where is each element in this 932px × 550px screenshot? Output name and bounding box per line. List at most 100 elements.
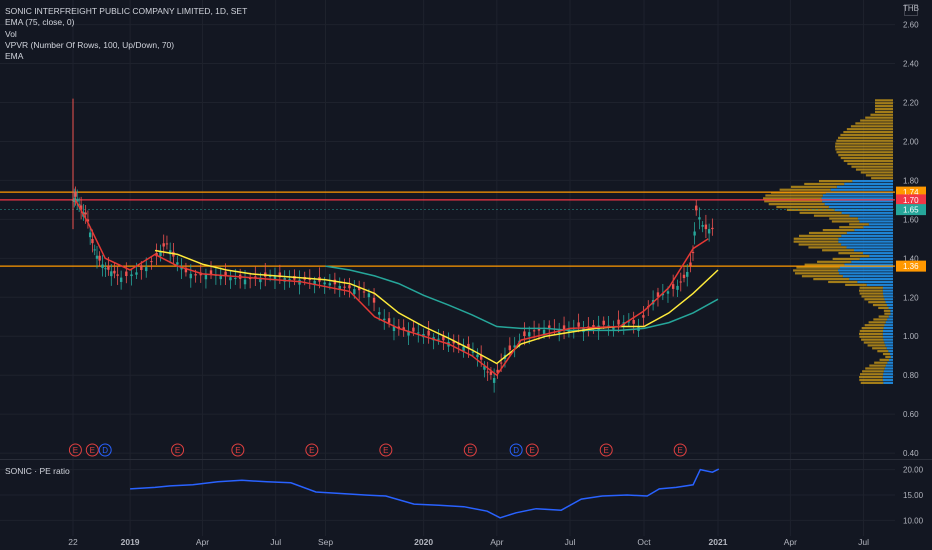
vp-bar-down <box>855 168 893 171</box>
time-axis[interactable]: 22 2019 Apr Jul Sep 2020 Apr Jul Oct 2021 Apr Jul <box>68 537 869 547</box>
candle-body <box>343 286 346 288</box>
vp-bar-up <box>885 321 893 324</box>
legend-ema[interactable]: EMA <box>5 51 24 62</box>
earnings-marker <box>463 443 477 457</box>
earnings-marker-label: E <box>175 446 180 455</box>
price-axis[interactable]: 0.40 0.60 0.80 1.00 1.20 1.40 1.60 1.80 2.00 2.20… <box>903 21 919 459</box>
candle-body <box>691 252 695 254</box>
y-tick-label: 1.00 <box>903 332 919 341</box>
candle-body <box>671 284 675 289</box>
earnings-marker <box>525 443 539 457</box>
legend-ema-75[interactable]: EMA (75, close, 0) <box>5 17 75 28</box>
candle-body <box>711 227 714 230</box>
vp-bar-up <box>887 318 893 321</box>
vp-bar-up <box>885 344 893 347</box>
vp-bar-up <box>882 332 893 335</box>
earnings-marker-label: E <box>73 446 78 455</box>
vp-bar-down <box>865 174 893 177</box>
vp-bar-down <box>867 344 886 347</box>
vp-bar-up <box>883 370 893 373</box>
vp-bar-down <box>849 254 870 258</box>
vp-bar-down <box>882 352 890 356</box>
candle-body <box>323 282 326 285</box>
y-tick-label: 1.20 <box>903 293 919 302</box>
candle-body <box>513 345 516 348</box>
vp-bar-down <box>869 364 886 367</box>
pe-ratio-title[interactable]: SONIC · PE ratio <box>5 466 70 476</box>
vp-bar-down <box>798 234 842 237</box>
pe-tick-label: 15.00 <box>903 491 924 500</box>
vp-bar-up <box>836 185 893 188</box>
candle-body <box>427 330 430 336</box>
vp-bar-down <box>793 240 839 243</box>
legend-vpvr[interactable]: VPVR (Number Of Rows, 100, Up/Down, 70) <box>5 39 175 50</box>
candle-body <box>695 205 698 211</box>
vp-bar-up <box>882 286 893 289</box>
earnings-marker <box>231 443 245 457</box>
candle-body <box>457 343 460 345</box>
vp-bar-down <box>874 361 888 364</box>
x-tick-label: Jul <box>858 537 869 547</box>
vp-bar-down <box>859 332 883 335</box>
earnings-marker <box>68 443 82 457</box>
candle-body <box>704 224 708 230</box>
legend-title[interactable]: SONIC INTERFREIGHT PUBLIC COMPANY LIMITE… <box>5 6 248 16</box>
legend-vol[interactable]: Vol <box>5 28 17 39</box>
price-label-text: 1.74 <box>903 188 919 197</box>
candle-body <box>150 261 153 263</box>
y-tick-label: 0.60 <box>903 410 919 419</box>
vp-bar-up <box>828 205 893 209</box>
candle-body <box>278 272 282 278</box>
currency-box[interactable] <box>904 4 918 16</box>
vp-bar-up <box>883 381 893 384</box>
vp-bar-up <box>883 338 893 341</box>
pe-axis[interactable]: 10.00 15.00 20.00 <box>903 466 924 526</box>
candle-body <box>119 277 123 282</box>
vp-bar-down <box>804 263 845 266</box>
candle-body <box>224 271 227 277</box>
pe-ratio-line <box>130 468 720 519</box>
candle-body <box>693 231 696 236</box>
candle-body <box>632 319 635 324</box>
vp-bar-down <box>875 110 893 114</box>
price-label-box <box>896 186 926 198</box>
volume-profile <box>763 99 893 384</box>
candle-body <box>412 327 415 332</box>
vp-bar-down <box>885 355 891 359</box>
candle-body <box>612 326 615 330</box>
candle-body <box>348 285 351 289</box>
currency-label[interactable]: THB <box>903 4 919 13</box>
earnings-marker <box>85 443 99 457</box>
vp-bar-down <box>818 179 853 183</box>
vp-bar-up <box>883 373 893 376</box>
candle-body <box>338 285 341 290</box>
candle-body <box>437 338 440 340</box>
vp-bar-down <box>790 185 837 188</box>
candle-body <box>107 265 110 270</box>
x-tick-label: Apr <box>196 537 209 547</box>
candle-body <box>357 286 361 291</box>
vp-bar-up <box>882 289 893 292</box>
candle-body <box>661 293 665 296</box>
x-tick-label: Oct <box>637 537 651 547</box>
candle-body <box>701 225 704 227</box>
vp-bar-down <box>835 148 893 151</box>
candle-body <box>479 354 483 360</box>
vp-bar-up <box>857 280 893 284</box>
vp-bar-down <box>859 329 884 333</box>
vp-bar-down <box>847 162 893 165</box>
vp-bar-down <box>804 182 845 186</box>
candle-body <box>145 267 148 272</box>
chart-legend[interactable]: SONIC INTERFREIGHT PUBLIC COMPANY LIMITE… <box>5 6 247 62</box>
earnings-marker-label: E <box>604 446 609 455</box>
vp-bar-up <box>830 188 893 191</box>
vp-bar-down <box>793 237 839 240</box>
vp-bar-down <box>875 102 893 105</box>
vp-bar-down <box>864 298 885 301</box>
candle-body <box>537 327 541 331</box>
dividend-marker-label: D <box>513 446 519 455</box>
candle-body <box>101 264 104 268</box>
vp-bar-up <box>846 231 893 235</box>
x-tick-label: Sep <box>318 537 333 547</box>
